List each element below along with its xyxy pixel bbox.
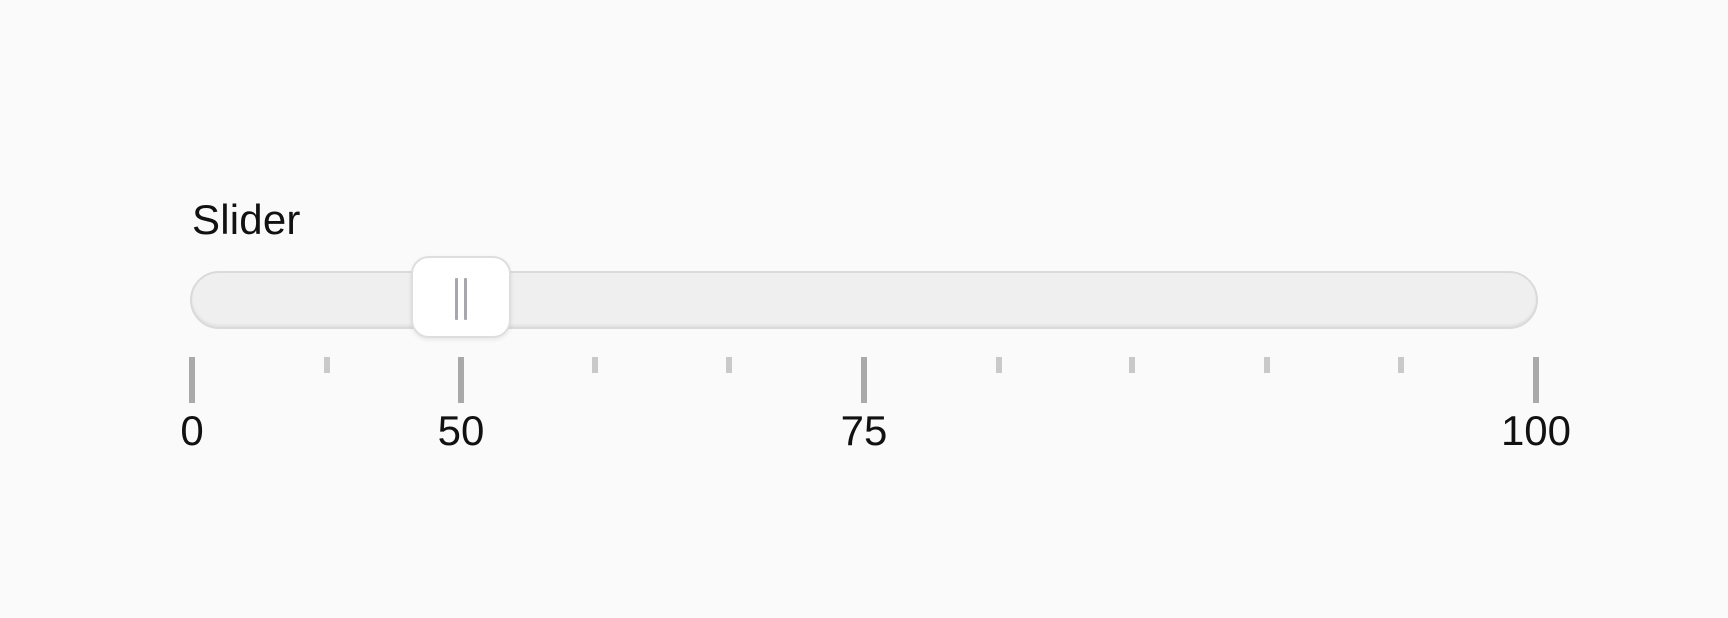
tick-label-75: 75 <box>840 407 888 454</box>
tick-minor <box>996 357 1002 373</box>
tick-major <box>458 357 464 403</box>
tick-label-50: 50 <box>437 407 485 454</box>
tick-major <box>861 357 867 403</box>
slider-label: Slider <box>192 196 301 243</box>
tick-label-0: 0 <box>180 407 204 454</box>
grip-lines-icon <box>464 278 467 320</box>
tick-label-100: 100 <box>1500 407 1572 454</box>
tick-minor <box>1398 357 1404 373</box>
tick-minor <box>1264 357 1270 373</box>
tick-minor <box>324 357 330 373</box>
slider-thumb[interactable] <box>411 256 511 338</box>
tick-major <box>189 357 195 403</box>
grip-lines-icon <box>455 278 458 320</box>
tick-minor <box>592 357 598 373</box>
slider-track[interactable] <box>190 271 1538 329</box>
tick-minor <box>1129 357 1135 373</box>
tick-major <box>1533 357 1539 403</box>
tick-minor <box>726 357 732 373</box>
